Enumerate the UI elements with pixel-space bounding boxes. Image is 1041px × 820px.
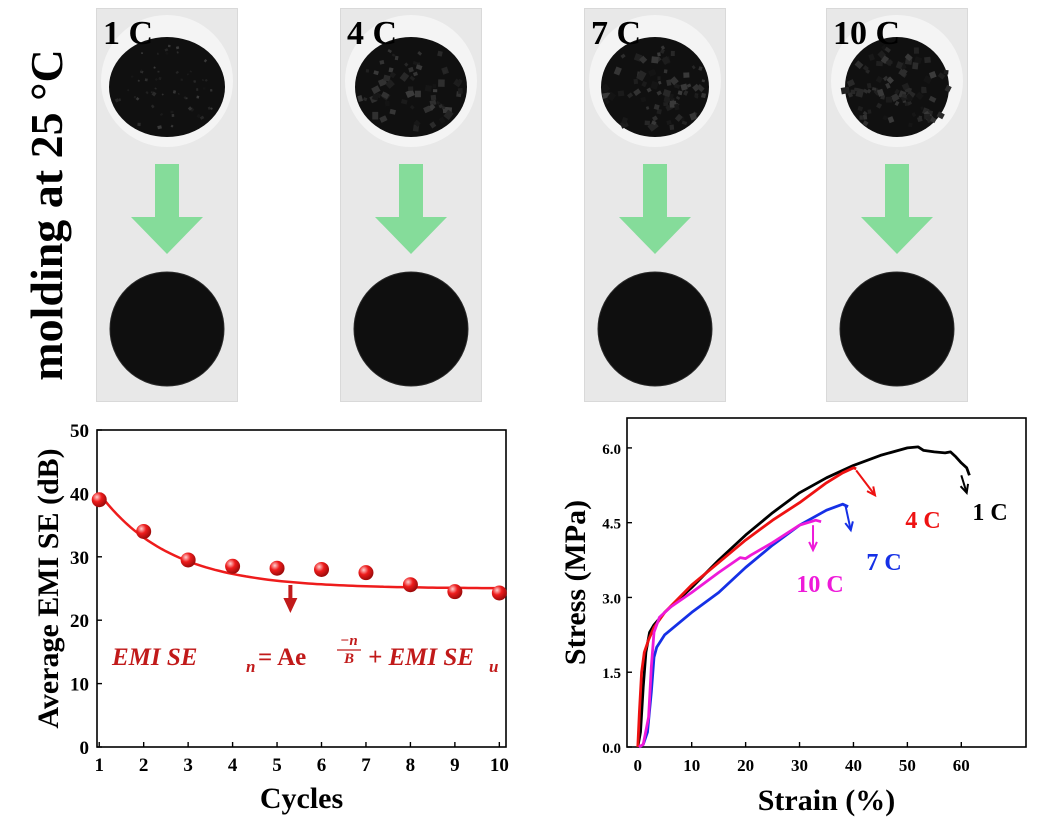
y-axis-label: Stress (MPa): [559, 500, 592, 665]
y-tick-label: 3.0: [602, 591, 621, 607]
molded-disc: [110, 272, 224, 386]
annotation-arrow-icon: [283, 585, 298, 613]
down-arrow-icon: [131, 164, 203, 254]
granule-pile: [355, 37, 467, 137]
series-line: [638, 518, 822, 749]
y-axis-label: Average EMI SE (dB): [32, 448, 65, 728]
series-label: 10 C: [796, 572, 843, 598]
molded-disc: [354, 272, 468, 386]
emi-chart: 1 2 3 4 5 6 7 8 9 10 0 10 20 30 40 50 Cycles Average EMI …: [32, 421, 509, 815]
x-tick-label: 4: [228, 755, 238, 776]
series-label: 7 C: [866, 550, 901, 576]
x-tick-label: 1: [94, 755, 104, 776]
side-label-area: molding at 25 °C: [21, 49, 72, 380]
data-point: [225, 558, 241, 574]
granule-pile: [600, 37, 709, 137]
y-tick-label: 0.0: [602, 741, 621, 757]
panel-label: 7 C: [591, 15, 642, 52]
granule-pile: [109, 37, 225, 137]
y-tick-label: 1.5: [602, 666, 621, 682]
panel-graphic: [101, 15, 233, 387]
series-pointer-head-icon: [959, 483, 970, 495]
y-tick-label: 4.5: [602, 517, 621, 533]
down-arrow-icon: [861, 164, 933, 254]
plot-frame: [626, 417, 1027, 748]
panel-graphic: [345, 15, 477, 387]
x-tick-label: 7: [361, 755, 371, 776]
data-point: [402, 577, 418, 593]
molding-label: molding at 25 °C: [21, 49, 72, 380]
equation-lhs: EMI SE: [111, 644, 197, 671]
series-pointer-head-icon: [808, 541, 818, 553]
x-tick-label: 30: [791, 756, 808, 775]
fit-equation: EMI SE n = Ae −n B + EMI SE u: [111, 633, 498, 676]
equation-rhs-sub: u: [489, 657, 498, 676]
y-tick-label: 0: [80, 738, 90, 759]
data-point: [314, 561, 330, 577]
down-arrow-icon: [375, 164, 447, 254]
x-tick-label: 10: [490, 755, 509, 776]
x-tick-label: 20: [737, 756, 754, 775]
x-tick-label: 2: [139, 755, 149, 776]
series-pointer: [855, 469, 876, 496]
series-pointer: [844, 505, 852, 531]
series-pointer-head-icon: [844, 521, 854, 533]
series-line: [636, 466, 857, 748]
data-point: [136, 523, 152, 539]
down-arrow-icon: [619, 164, 691, 254]
x-tick-label: 6: [317, 755, 327, 776]
equation-equals: = Ae: [258, 644, 306, 671]
panel-label: 4 C: [347, 15, 398, 52]
series-pointer: [960, 475, 968, 494]
x-tick-label: 50: [899, 756, 916, 775]
plot-frame: [96, 429, 507, 748]
equation-rhs: + EMI SE: [368, 644, 474, 671]
data-point: [180, 552, 196, 568]
data-point: [491, 585, 507, 601]
photo-panel: 1 C: [96, 8, 238, 402]
series-label: 4 C: [905, 508, 940, 534]
x-axis-label: Strain (%): [758, 784, 896, 817]
molded-disc: [598, 272, 712, 386]
equation-lhs-sub: n: [246, 657, 255, 676]
x-tick-label: 8: [406, 755, 416, 776]
photo-panel: 7 C: [584, 8, 726, 402]
photo-panel: 10 C: [826, 8, 968, 402]
equation-exp-den: B: [343, 651, 354, 667]
y-tick-label: 6.0: [602, 442, 621, 458]
series-pointer-head-icon: [866, 486, 877, 498]
panel-graphic: [831, 15, 963, 387]
y-tick-label: 50: [70, 421, 89, 442]
molded-disc: [840, 272, 954, 386]
data-point: [269, 560, 285, 576]
equation-exp-num: −n: [340, 633, 357, 649]
fit-curve: [98, 492, 500, 590]
panel-graphic: [589, 15, 721, 387]
panel-label: 1 C: [103, 15, 154, 52]
series-line: [636, 445, 971, 748]
data-point: [447, 584, 463, 600]
data-point: [91, 492, 107, 508]
panel-label: 10 C: [833, 15, 901, 52]
granule-pile: [840, 37, 952, 137]
series-label: 1 C: [972, 500, 1007, 526]
x-tick-label: 10: [683, 756, 700, 775]
x-tick-label: 5: [272, 755, 282, 776]
photo-panel: 4 C: [340, 8, 482, 402]
x-tick-label: 9: [450, 755, 460, 776]
x-tick-label: 60: [953, 756, 970, 775]
y-tick-label: 10: [70, 675, 89, 696]
x-tick-label: 3: [183, 755, 193, 776]
x-tick-label: 40: [845, 756, 862, 775]
x-axis-label: Cycles: [260, 782, 343, 815]
y-tick-label: 40: [70, 484, 89, 505]
y-tick-label: 20: [70, 611, 89, 632]
stress-strain-chart: 0 10 20 30 40 50 60 0.0 1.5 3.0 4.5 6.0 Strain (%) St…: [559, 417, 1027, 817]
data-point: [358, 565, 374, 581]
charts-svg: 1 2 3 4 5 6 7 8 9 10 0 10 20 30 40 50 Cycles Average EMI …: [32, 417, 1027, 817]
y-tick-label: 30: [70, 548, 89, 569]
x-tick-label: 0: [634, 756, 643, 775]
